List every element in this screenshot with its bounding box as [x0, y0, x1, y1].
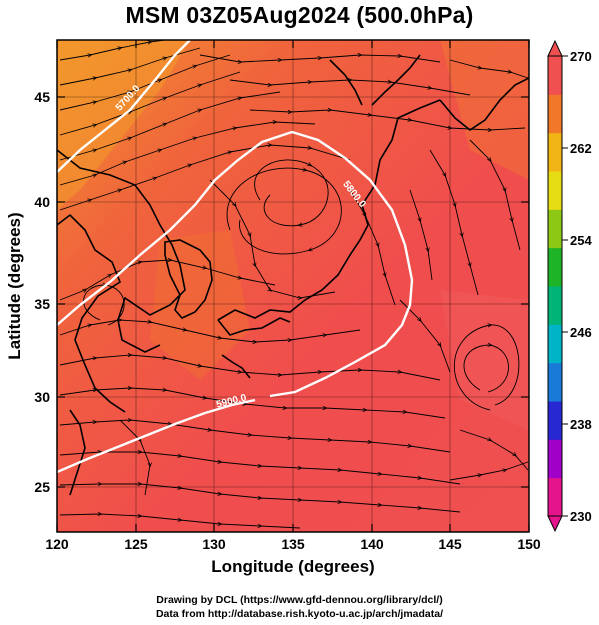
colorbar-segment [548, 209, 562, 249]
colorbar-bottom-arrow [547, 515, 563, 533]
y-tick-label: 45 [34, 89, 50, 105]
x-tick-labels: 120 125 130 135 140 145 150 [45, 536, 541, 552]
colorbar-segment [548, 247, 562, 287]
credit-drawing: Drawing by DCL (https://www.gfd-dennou.o… [156, 594, 443, 606]
x-tick-label: 140 [360, 536, 384, 552]
y-axis-label: Latitude (degrees) [5, 212, 24, 360]
x-tick-label: 125 [124, 536, 148, 552]
colorbar-label: 254 [570, 233, 592, 248]
colorbar-segment [548, 477, 562, 517]
contour-5900 [57, 398, 256, 474]
x-tick-label: 135 [281, 536, 305, 552]
colorbar-segments [548, 56, 562, 517]
x-axis-label: Longitude (degrees) [211, 557, 375, 576]
x-tick-label: 120 [45, 536, 69, 552]
colorbar-top-arrow [547, 39, 563, 57]
colorbar-label: 238 [570, 417, 592, 432]
colorbar-label: 262 [570, 141, 592, 156]
colorbar-segment [548, 132, 562, 172]
y-tick-labels: 25 30 35 40 45 [34, 89, 50, 495]
colorbar-segment [548, 94, 562, 134]
y-tick-label: 40 [34, 194, 50, 210]
colorbar-frame [547, 55, 563, 517]
height-contours [57, 40, 414, 474]
colorbar-segment [548, 171, 562, 210]
colorbar-label: 246 [570, 325, 592, 340]
x-tick-label: 130 [202, 536, 226, 552]
y-tick-label: 35 [34, 296, 50, 312]
streamlines [59, 40, 529, 529]
colorbar-segment [548, 286, 562, 325]
page-title: MSM 03Z05Aug2024 (500.0hPa) [125, 2, 474, 28]
colorbar-label: 270 [570, 49, 592, 64]
y-tick-label: 30 [34, 389, 50, 405]
colorbar-segment [548, 362, 562, 402]
colorbar-segment [548, 324, 562, 364]
x-tick-label: 150 [517, 536, 541, 552]
credit-data-source: Data from http://database.rish.kyoto-u.a… [155, 608, 444, 620]
x-tick-label: 145 [438, 536, 462, 552]
colorbar-segment [548, 401, 562, 440]
colorbar-segment [548, 56, 562, 95]
axis-ticks [56, 40, 530, 532]
contour-5700 [57, 40, 191, 173]
colorbar-segment [548, 439, 562, 479]
y-tick-label: 25 [34, 479, 50, 495]
contour-5800 [57, 130, 414, 398]
colorbar-label: 230 [570, 509, 592, 524]
colorbar: 270 262 254 246 238 230 [547, 39, 592, 533]
